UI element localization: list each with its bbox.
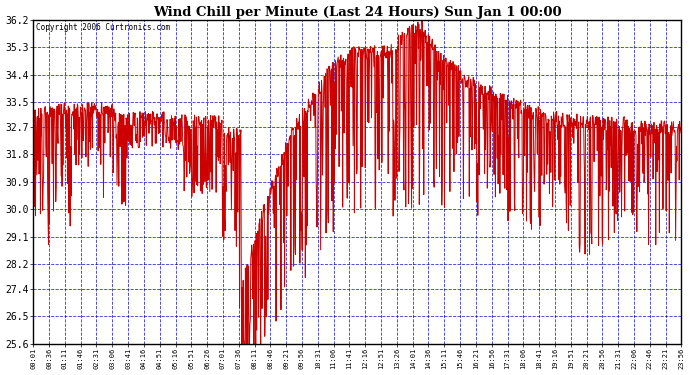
Title: Wind Chill per Minute (Last 24 Hours) Sun Jan 1 00:00: Wind Chill per Minute (Last 24 Hours) Su… <box>153 6 562 18</box>
Text: Copyright 2006 Curtronics.com: Copyright 2006 Curtronics.com <box>37 23 170 32</box>
